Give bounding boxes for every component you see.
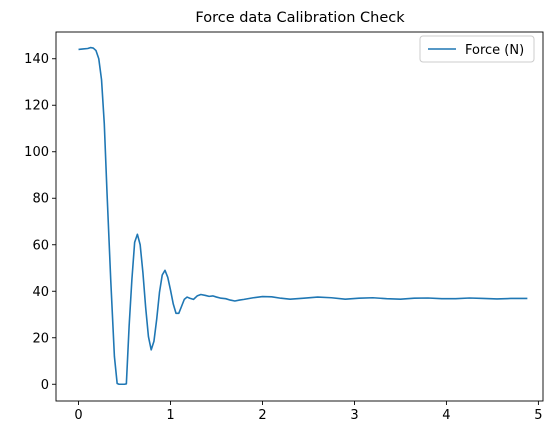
- legend: Force (N): [419, 35, 535, 63]
- y-tick-label: 100: [24, 145, 49, 160]
- x-tick-label: 4: [442, 408, 450, 423]
- legend-frame: [419, 35, 535, 63]
- axes-frame: [55, 31, 544, 402]
- y-tick-label: 140: [24, 52, 49, 67]
- y-tick-label: 80: [32, 192, 49, 207]
- axes: 0 1 2 3 4 5 0 20 40 60 80 100 120 140: [24, 31, 544, 423]
- y-tick-label: 40: [32, 285, 49, 300]
- chart-title: Force data Calibration Check: [195, 10, 405, 26]
- plot-area: [78, 46, 528, 386]
- x-tick-label: 5: [534, 408, 542, 423]
- y-tick-label: 20: [32, 331, 49, 346]
- y-tick-label: 120: [24, 99, 49, 114]
- legend-series-label: Force (N): [465, 43, 524, 58]
- x-tick-label: 2: [258, 408, 266, 423]
- x-tick-label: 3: [350, 408, 358, 423]
- y-tick-label: 60: [32, 238, 49, 253]
- series-line-0: [78, 46, 528, 386]
- x-tick-label: 0: [74, 408, 82, 423]
- x-tick-label: 1: [166, 408, 174, 423]
- y-tick-label: 0: [41, 378, 49, 393]
